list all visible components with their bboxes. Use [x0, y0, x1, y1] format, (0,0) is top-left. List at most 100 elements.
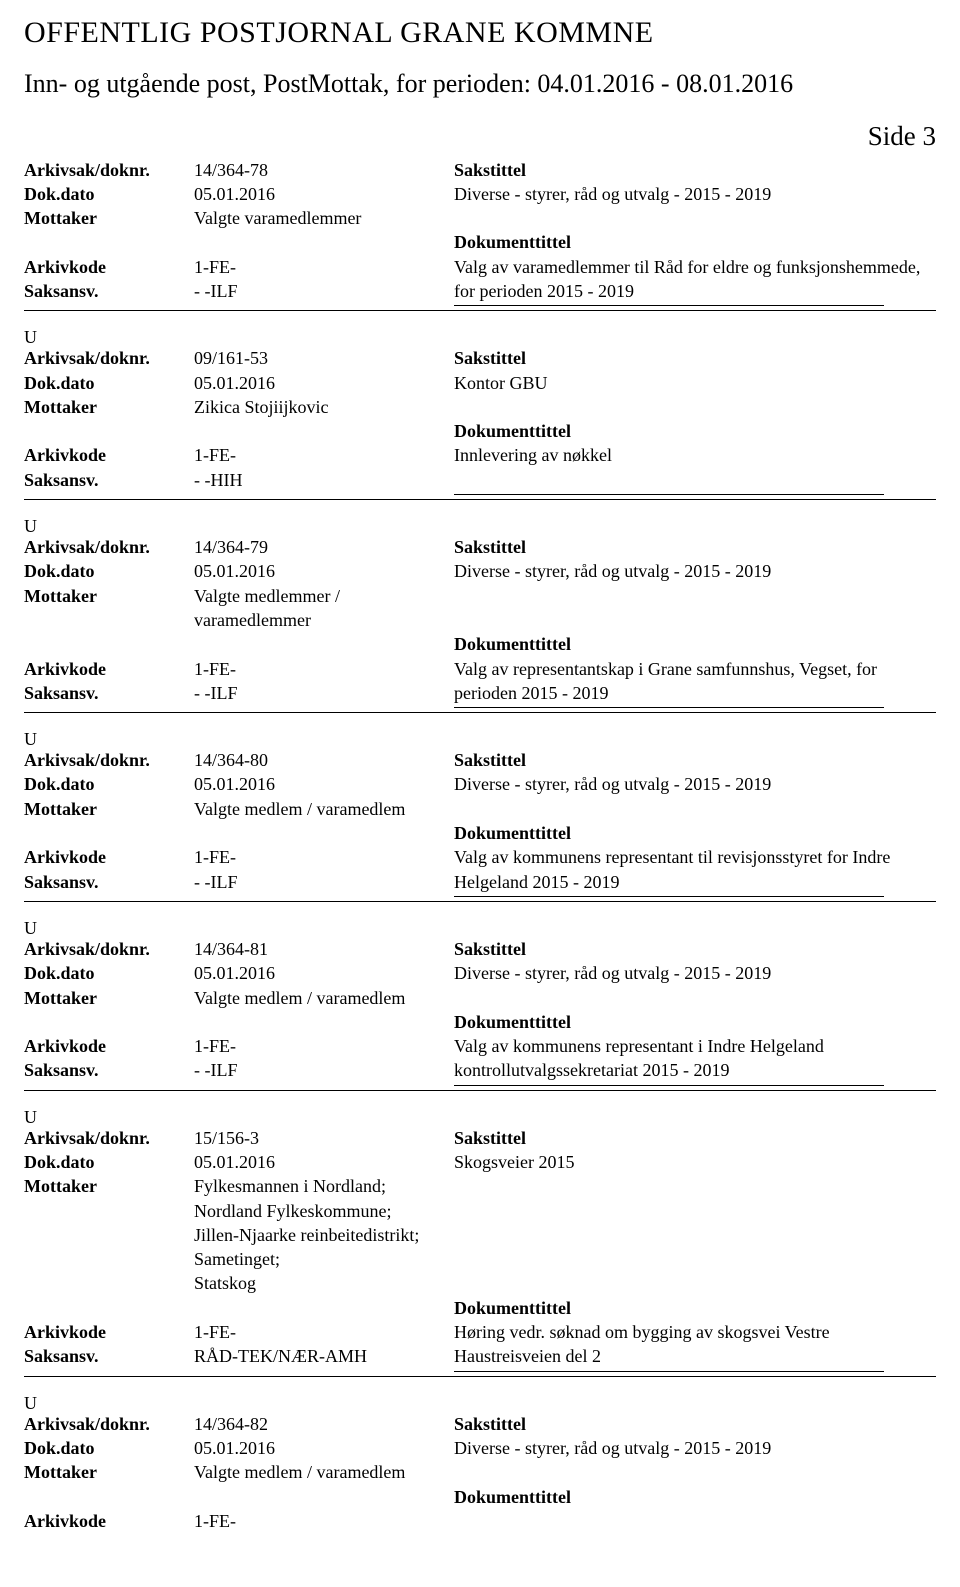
- value-arkivkode: 1-FE-: [194, 1320, 454, 1344]
- label-sakstittel: Sakstittel: [454, 1412, 936, 1436]
- value-dokumenttittel: Valg av kommunens representant til revis…: [454, 845, 936, 894]
- label-saksansv: Saksansv.: [24, 681, 194, 705]
- label-dokdato: Dok.dato: [24, 772, 194, 796]
- label-arkivsak: Arkivsak/doknr.: [24, 346, 194, 370]
- value-saksansv: - -ILF: [194, 681, 454, 705]
- value-sakstittel: Diverse - styrer, råd og utvalg - 2015 -…: [454, 559, 936, 583]
- label-arkivsak: Arkivsak/doknr.: [24, 937, 194, 961]
- label-sakstittel: Sakstittel: [454, 158, 936, 182]
- value-sakstittel: Diverse - styrer, råd og utvalg - 2015 -…: [454, 961, 936, 985]
- label-dokumenttittel: Dokumenttittel: [454, 632, 936, 656]
- value-mottaker: Valgte medlemmer / varamedlemmer: [194, 584, 454, 633]
- label-dokumenttittel: Dokumenttittel: [454, 1296, 936, 1320]
- label-mottaker: Mottaker: [24, 986, 194, 1010]
- journal-entry: UArkivsak/doknr.14/364-80SakstittelDok.d…: [24, 729, 936, 902]
- value-saksansv: - -HIH: [194, 468, 454, 492]
- label-mottaker: Mottaker: [24, 1174, 194, 1198]
- label-sakstittel: Sakstittel: [454, 937, 936, 961]
- value-mottaker: Valgte medlem / varamedlem: [194, 1460, 454, 1484]
- entry-type-code: U: [24, 1393, 936, 1414]
- value-arkivsak: 14/364-80: [194, 748, 454, 772]
- label-dokumenttittel: Dokumenttittel: [454, 1485, 936, 1509]
- label-mottaker: Mottaker: [24, 797, 194, 821]
- value-arkivsak: 14/364-82: [194, 1412, 454, 1436]
- divider-full: [24, 901, 936, 902]
- value-mottaker: Fylkesmannen i Nordland; Nordland Fylkes…: [194, 1174, 454, 1295]
- value-mottaker: Valgte medlem / varamedlem: [194, 797, 454, 821]
- journal-entry: UArkivsak/doknr.15/156-3SakstittelDok.da…: [24, 1107, 936, 1377]
- value-saksansv: - -ILF: [194, 870, 454, 894]
- value-mottaker: Valgte varamedlemmer: [194, 206, 454, 230]
- value-sakstittel: Diverse - styrer, råd og utvalg - 2015 -…: [454, 1436, 936, 1460]
- label-dokumenttittel: Dokumenttittel: [454, 821, 936, 845]
- entry-type-code: U: [24, 327, 936, 348]
- value-arkivkode: 1-FE-: [194, 657, 454, 681]
- label-dokdato: Dok.dato: [24, 961, 194, 985]
- label-dokumenttittel: Dokumenttittel: [454, 419, 936, 443]
- label-dokdato: Dok.dato: [24, 182, 194, 206]
- label-saksansv: Saksansv.: [24, 279, 194, 303]
- label-saksansv: Saksansv.: [24, 468, 194, 492]
- value-sakstittel: Diverse - styrer, råd og utvalg - 2015 -…: [454, 182, 936, 206]
- value-saksansv: - -ILF: [194, 1058, 454, 1082]
- label-arkivkode: Arkivkode: [24, 443, 194, 467]
- value-sakstittel: Diverse - styrer, råd og utvalg - 2015 -…: [454, 772, 936, 796]
- value-dokdato: 05.01.2016: [194, 182, 454, 206]
- value-arkivsak: 09/161-53: [194, 346, 454, 370]
- divider-full: [24, 1090, 936, 1091]
- divider-short: [454, 494, 884, 495]
- label-saksansv: Saksansv.: [24, 1058, 194, 1082]
- label-saksansv: Saksansv.: [24, 870, 194, 894]
- entry-grid: Arkivsak/doknr.14/364-78SakstittelDok.da…: [24, 158, 936, 304]
- label-sakstittel: Sakstittel: [454, 535, 936, 559]
- label-saksansv: Saksansv.: [24, 1344, 194, 1368]
- entry-grid: Arkivsak/doknr.14/364-81SakstittelDok.da…: [24, 937, 936, 1083]
- value-saksansv: - -ILF: [194, 279, 454, 303]
- label-dokdato: Dok.dato: [24, 559, 194, 583]
- label-arkivkode: Arkivkode: [24, 1034, 194, 1058]
- value-dokumenttittel: Innlevering av nøkkel: [454, 443, 936, 467]
- divider-full: [24, 310, 936, 311]
- journal-entry: UArkivsak/doknr.14/364-82Sakstittel Dok.d…: [24, 1393, 936, 1533]
- label-dokdato: Dok.dato: [24, 371, 194, 395]
- entry-grid: Arkivsak/doknr.09/161-53Sakstittel Dok.da…: [24, 346, 936, 492]
- value-dokumenttittel: Valg av representantskap i Grane samfunn…: [454, 657, 936, 706]
- divider-full: [24, 1376, 936, 1377]
- value-sakstittel: Skogsveier 2015: [454, 1150, 936, 1174]
- label-arkivsak: Arkivsak/doknr.: [24, 1412, 194, 1436]
- entries-container: Arkivsak/doknr.14/364-78SakstittelDok.da…: [24, 158, 936, 1534]
- label-mottaker: Mottaker: [24, 206, 194, 230]
- value-saksansv: RÅD-TEK/NÆR-AMH: [194, 1344, 454, 1368]
- divider-short: [454, 707, 884, 708]
- label-arkivsak: Arkivsak/doknr.: [24, 748, 194, 772]
- entry-grid: Arkivsak/doknr.15/156-3SakstittelDok.dat…: [24, 1126, 936, 1369]
- divider-full: [24, 712, 936, 713]
- period-line: Inn- og utgående post, PostMottak, for p…: [24, 68, 936, 101]
- value-arkivkode: 1-FE-: [194, 845, 454, 869]
- label-sakstittel: Sakstittel: [454, 346, 936, 370]
- journal-entry: UArkivsak/doknr.09/161-53Sakstittel Dok.d…: [24, 327, 936, 500]
- label-dokdato: Dok.dato: [24, 1436, 194, 1460]
- journal-entry: Arkivsak/doknr.14/364-78SakstittelDok.da…: [24, 158, 936, 312]
- value-arkivkode: 1-FE-: [194, 1034, 454, 1058]
- divider-short: [454, 1371, 884, 1372]
- value-dokdato: 05.01.2016: [194, 1436, 454, 1460]
- journal-entry: UArkivsak/doknr.14/364-79SakstittelDok.d…: [24, 516, 936, 713]
- entry-grid: Arkivsak/doknr.14/364-82Sakstittel Dok.da…: [24, 1412, 936, 1533]
- label-arkivkode: Arkivkode: [24, 255, 194, 279]
- label-arkivsak: Arkivsak/doknr.: [24, 535, 194, 559]
- page-number: Side 3: [24, 121, 936, 152]
- divider-short: [454, 896, 884, 897]
- entry-type-code: U: [24, 918, 936, 939]
- value-dokdato: 05.01.2016: [194, 371, 454, 395]
- value-arkivkode: 1-FE-: [194, 443, 454, 467]
- entry-grid: Arkivsak/doknr.14/364-79SakstittelDok.da…: [24, 535, 936, 705]
- page-title: OFFENTLIG POSTJORNAL GRANE KOMMNE: [24, 16, 936, 50]
- entry-type-code: U: [24, 516, 936, 537]
- label-mottaker: Mottaker: [24, 395, 194, 419]
- value-arkivsak: 15/156-3: [194, 1126, 454, 1150]
- label-arkivkode: Arkivkode: [24, 845, 194, 869]
- label-arkivkode: Arkivkode: [24, 1509, 194, 1533]
- value-dokumenttittel: Høring vedr. søknad om bygging av skogsv…: [454, 1320, 936, 1369]
- label-dokumenttittel: Dokumenttittel: [454, 1010, 936, 1034]
